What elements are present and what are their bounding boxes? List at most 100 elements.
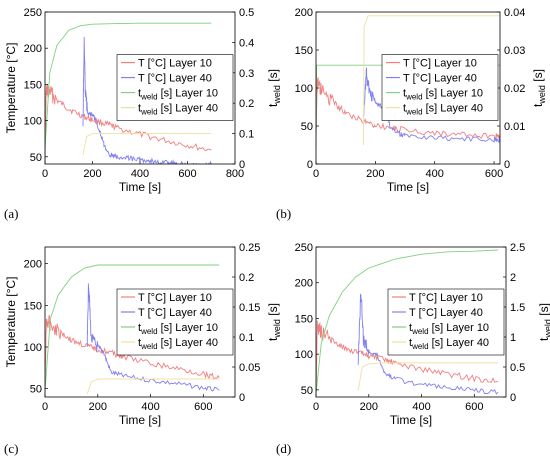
y2-tick-label: 0.5	[510, 362, 525, 374]
legend-box	[381, 54, 499, 121]
y2-tick-label: 0.2	[239, 98, 254, 110]
legend: T [°C] Layer 10 T [°C] Layer 40 tweld [s] …	[116, 54, 234, 121]
y2-axis-label: tweld [s]	[537, 303, 550, 341]
y2-tick-label: 0.1	[239, 129, 254, 141]
y-tick-label: 0	[307, 159, 313, 171]
series-line-3	[363, 15, 500, 146]
legend-label-3: tweld [s] Layer 40	[403, 103, 483, 117]
x-axis-label: Time [s]	[387, 180, 429, 194]
legend: T [°C] Layer 10 T [°C] Layer 40 tweld [s] …	[381, 54, 499, 121]
y2-tick-label: 0.15	[239, 302, 260, 314]
y2-tick-label: 0	[504, 159, 510, 171]
x-tick-label: 600	[485, 168, 503, 180]
x-axis-label: Time [s]	[390, 413, 432, 427]
y2-tick-label: 0	[239, 392, 245, 404]
y-tick-label: 250	[24, 7, 42, 19]
y-tick-label: 200	[295, 7, 313, 19]
y-axis-label: Temperature [°C]	[4, 43, 18, 134]
legend-label-3: tweld [s] Layer 40	[138, 103, 218, 117]
x-tick-label: 600	[465, 401, 483, 413]
y-tick-label: 100	[24, 116, 42, 128]
y2-tick-label: 0.2	[239, 272, 254, 284]
x-tick-label: 400	[426, 168, 444, 180]
y-tick-label: 150	[295, 45, 313, 57]
legend-label-0: T [°C] Layer 10	[403, 58, 477, 70]
panel-label-a: (a)	[4, 206, 19, 221]
panel-label-d: (d)	[276, 441, 292, 456]
x-tick-label: 800	[226, 168, 244, 180]
y-tick-label: 200	[24, 43, 42, 55]
y2-tick-label: 0.05	[239, 362, 260, 374]
x-tick-label: 200	[366, 168, 384, 180]
x-tick-label: 400	[141, 401, 159, 413]
y-tick-label: 250	[295, 242, 313, 254]
series-line-1	[357, 293, 499, 395]
series-line-0	[316, 77, 500, 141]
series-line-0	[316, 320, 499, 394]
x-tick-label: 400	[131, 168, 149, 180]
legend: T [°C] Layer 10 T [°C] Layer 40 tweld [s] …	[116, 288, 234, 356]
series-line-3	[86, 378, 220, 395]
x-tick-label: 200	[83, 168, 101, 180]
x-tick-label: 200	[89, 401, 107, 413]
y2-tick-label: 0.03	[504, 45, 525, 57]
y-axis-label: Temperature [°C]	[4, 277, 18, 368]
series-line-2	[45, 22, 212, 149]
series-line-1	[82, 37, 212, 164]
x-tick-label: 0	[313, 401, 319, 413]
axes-box	[315, 246, 507, 398]
legend-label-1: T [°C] Layer 40	[138, 73, 212, 85]
y2-tick-label: 0.3	[239, 68, 254, 80]
y-tick-label: 50	[30, 384, 42, 396]
legend-label-0: T [°C] Layer 10	[138, 58, 212, 70]
y2-tick-label: 0	[510, 392, 516, 404]
axes-box	[44, 246, 236, 398]
y-tick-label: 100	[295, 83, 313, 95]
y-tick-label: 100	[295, 349, 313, 361]
x-tick-label: 600	[194, 401, 212, 413]
y2-axis-label: tweld [s]	[266, 69, 282, 107]
y2-tick-label: 1	[510, 332, 516, 344]
panel-label-b: (b)	[276, 206, 292, 221]
y-tick-label: 100	[24, 342, 42, 354]
series-line-2	[316, 249, 499, 395]
x-tick-label: 600	[178, 168, 196, 180]
chart-panel-1: 0 200 400 60005010015020000.010.020.030.04T…	[295, 7, 547, 194]
legend-label-2: tweld [s] Layer 10	[138, 88, 218, 102]
y2-axis-label: tweld [s]	[266, 303, 282, 341]
y-tick-label: 50	[301, 385, 313, 397]
y2-axis-label: tweld [s]	[531, 69, 547, 107]
legend-box	[387, 288, 505, 356]
y-tick-label: 150	[295, 313, 313, 325]
chart-panel-0: 0 200 400 600 800 50 100 150 200 250 0 0.1 0.2 0.3 0.4…	[4, 7, 282, 194]
y-tick-label: 150	[24, 79, 42, 91]
chart-panel-3: 0 200 400 600 50 100 150 200 250 0 0.5 1 1.5 2 2.5 Time…	[295, 242, 550, 427]
x-axis-label: Time [s]	[119, 413, 161, 427]
x-tick-label: 0	[42, 168, 48, 180]
series-line-1	[86, 283, 220, 392]
x-tick-label: 400	[412, 401, 430, 413]
legend: T [°C] Layer 10 T [°C] Layer 40 tweld [s] …	[387, 288, 505, 356]
x-tick-label: 200	[360, 401, 378, 413]
y2-tick-label: 0.02	[504, 83, 525, 95]
x-tick-label: 0	[42, 401, 48, 413]
legend-label-0: T [°C] Layer 10	[138, 292, 212, 304]
y2-tick-label: 0.5	[239, 7, 254, 19]
series-line-1	[363, 67, 500, 143]
legend-label-2: tweld [s] Layer 10	[138, 322, 218, 336]
y2-tick-label: 1.5	[510, 302, 525, 314]
chart-panel-2: 0 200 400 600 50 100 150 200 0 0.05 0.1 0.15 0.2 0.25…	[4, 242, 282, 427]
y2-tick-label: 0.25	[239, 242, 260, 254]
y2-tick-label: 0.01	[504, 121, 525, 133]
legend-label-1: T [°C] Layer 40	[138, 307, 212, 319]
y2-tick-label: 0.1	[239, 332, 254, 344]
y-tick-label: 50	[30, 152, 42, 164]
y2-tick-label: 2.5	[510, 242, 525, 254]
y-tick-label: 200	[24, 259, 42, 271]
y-tick-label: 50	[301, 121, 313, 133]
y2-tick-label: 2	[510, 272, 516, 284]
legend-label-0: T [°C] Layer 10	[409, 292, 483, 304]
legend-label-2: tweld [s] Layer 10	[409, 322, 489, 336]
legend-label-3: tweld [s] Layer 40	[138, 337, 218, 351]
